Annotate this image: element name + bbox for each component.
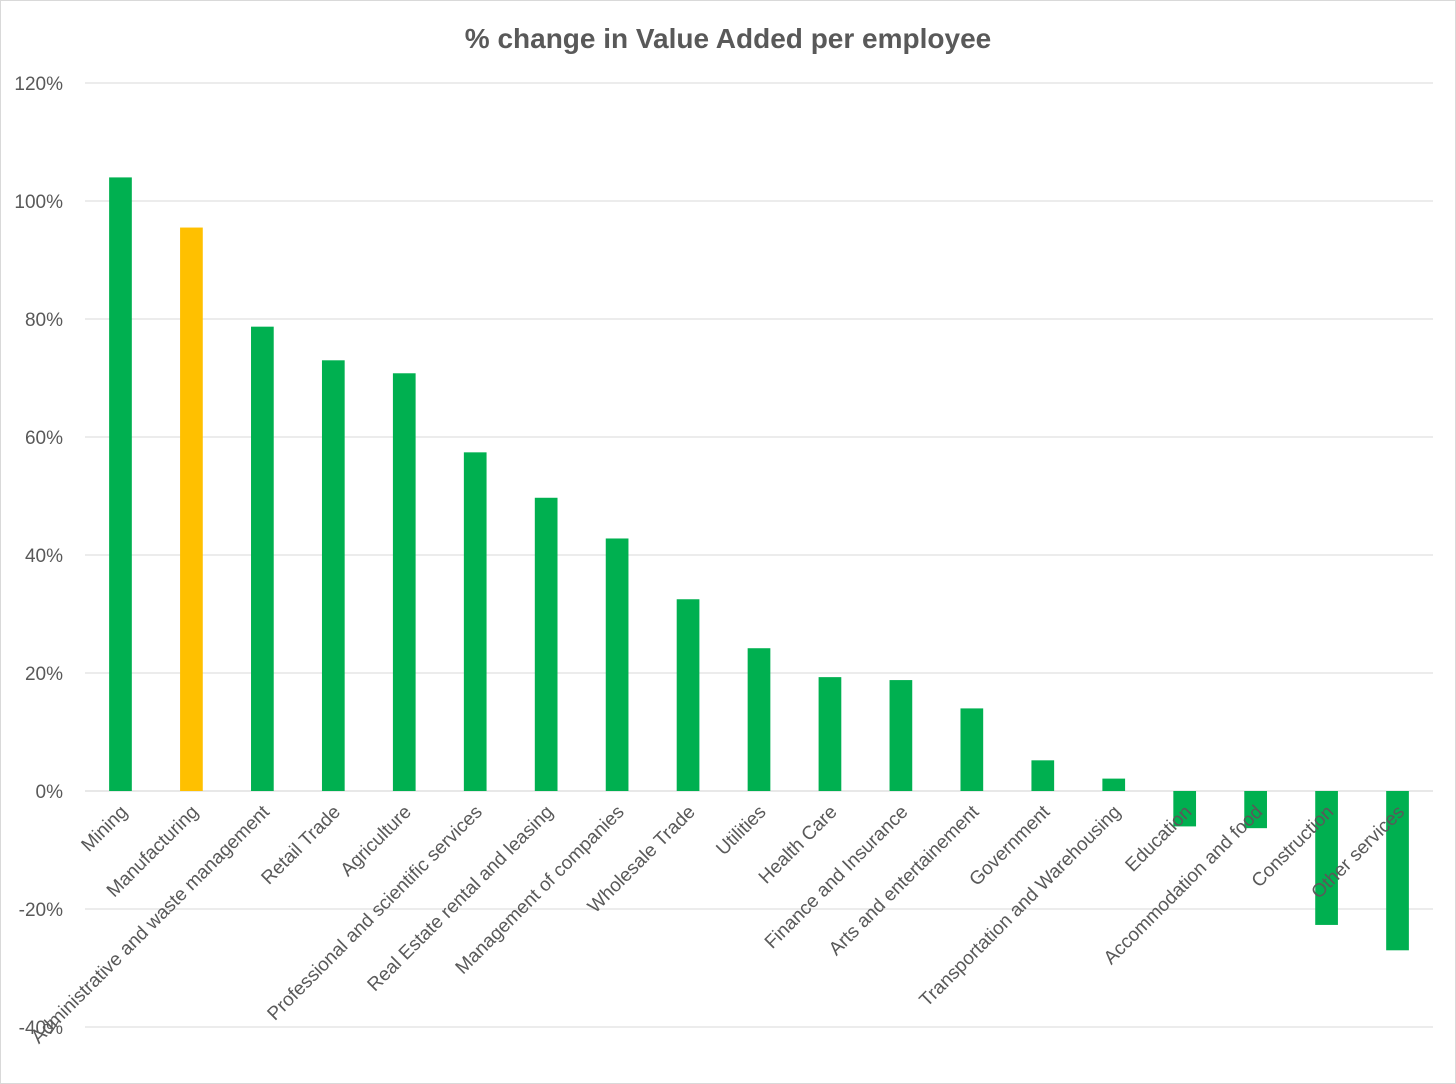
x-category-label: Education	[1122, 802, 1197, 877]
bar-government	[1031, 760, 1055, 791]
y-tick-label: 0%	[36, 782, 64, 803]
y-tick-label: 100%	[14, 192, 63, 213]
x-category-label: Mining	[78, 802, 132, 856]
bar-administrative-and-waste-management	[251, 326, 274, 791]
bar-retail-trade	[321, 360, 345, 791]
bar-finance-and-insurance	[889, 680, 913, 791]
y-axis-tick-labels: -40% -20% 0% 20% 40% 60% 80% 100% 120%	[14, 74, 63, 1039]
bar-accommodation-and-food	[1244, 791, 1267, 829]
y-tick-label: -20%	[19, 900, 63, 921]
x-category-label: Utilities	[712, 802, 770, 860]
bar-management-of-companies	[605, 538, 629, 791]
y-tick-label: 80%	[25, 310, 63, 331]
x-category-label: Finance and Insurance	[761, 802, 913, 954]
chart-title: % change in Value Added per employee	[465, 23, 991, 54]
bar-health-care	[818, 677, 842, 791]
bar-education	[1173, 791, 1197, 827]
bar-arts-and-entertainement	[960, 708, 984, 791]
bar-professional-and-scientific-services	[463, 452, 487, 791]
bar-real-estate-rental-and-leasing	[534, 497, 558, 791]
y-tick-label: 60%	[25, 428, 63, 449]
bar-transportation-and-warehousing	[1102, 778, 1126, 791]
x-category-label: Arts and entertainement	[825, 801, 984, 960]
bar-utilities	[747, 648, 771, 791]
gridlines	[85, 82, 1433, 1028]
bar-construction	[1315, 791, 1338, 925]
bar-agriculture	[392, 373, 416, 791]
y-tick-label: 20%	[25, 664, 63, 685]
bar-mining	[109, 177, 132, 791]
y-tick-label: 120%	[14, 74, 63, 95]
bar-manufacturing	[180, 227, 203, 792]
bar-wholesale-trade	[676, 599, 700, 791]
bars	[109, 177, 1409, 951]
y-tick-label: -40%	[19, 1018, 63, 1039]
y-tick-label: 40%	[25, 546, 63, 567]
bar-other-services	[1386, 791, 1409, 951]
